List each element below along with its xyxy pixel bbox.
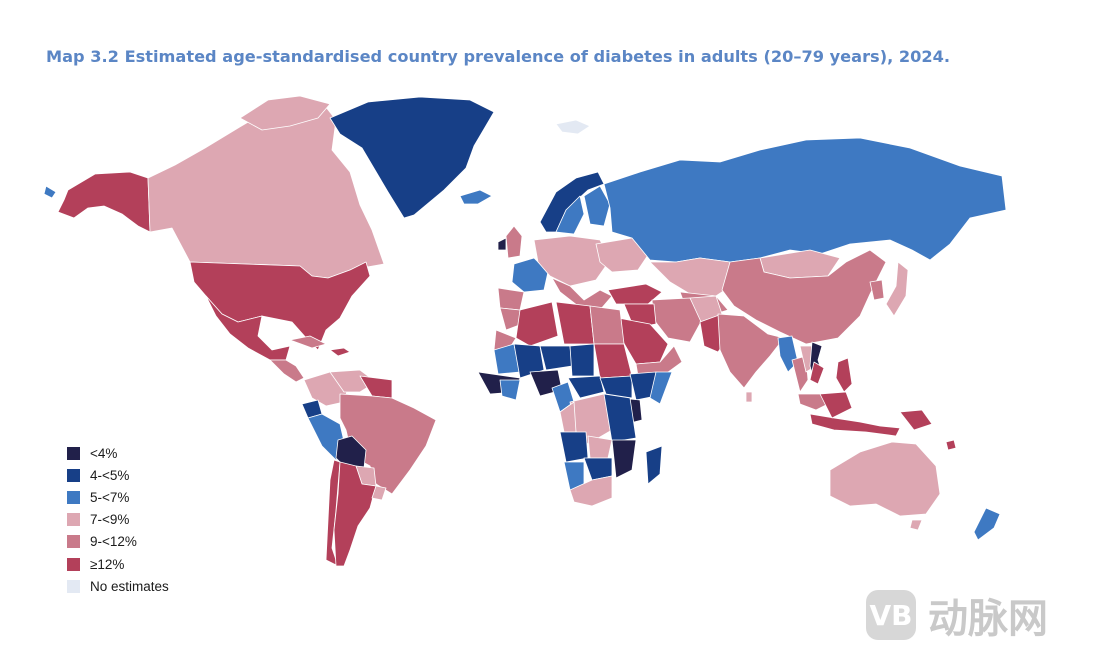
legend-item: <4%	[67, 442, 169, 464]
region-sri-lanka	[745, 391, 753, 403]
region-arctic-islands	[239, 95, 331, 131]
region-mozambique	[611, 439, 637, 479]
region-central-america	[269, 359, 305, 383]
region-spain	[497, 287, 525, 311]
map-title: Map 3.2 Estimated age-standardised count…	[46, 47, 951, 66]
region-uk	[505, 225, 523, 259]
legend-swatch	[67, 468, 80, 482]
region-australia	[829, 441, 941, 517]
map-legend: <4% 4-<5% 5-<7% 7-<9% 9-<12% ≥12% No est…	[67, 442, 169, 597]
region-caribbean	[329, 347, 351, 357]
legend-item: 4-<5%	[67, 464, 169, 486]
region-egypt	[589, 305, 625, 345]
region-car	[567, 375, 605, 399]
legend-swatch	[67, 579, 80, 593]
legend-item: No estimates	[67, 575, 169, 597]
region-ghana	[499, 379, 521, 401]
region-sweden	[555, 195, 585, 235]
region-indonesia	[809, 413, 901, 437]
legend-item: ≥12%	[67, 553, 169, 575]
region-philippines	[835, 357, 853, 393]
region-mexico	[205, 295, 291, 361]
region-algeria	[515, 301, 559, 347]
region-india	[717, 313, 785, 389]
watermark-logo: VB	[866, 590, 916, 640]
region-russia	[603, 137, 1007, 263]
region-uruguay	[371, 485, 387, 501]
region-niger	[539, 345, 573, 371]
region-korea	[869, 279, 885, 301]
region-sudan	[593, 343, 633, 379]
region-finland	[583, 185, 611, 227]
legend-item: 9-<12%	[67, 531, 169, 553]
region-new-zealand	[973, 507, 1001, 541]
region-ireland	[497, 237, 507, 251]
legend-label: <4%	[90, 445, 118, 461]
legend-swatch	[67, 490, 80, 504]
region-iceland	[459, 189, 493, 205]
legend-swatch	[67, 535, 80, 549]
legend-swatch	[67, 557, 80, 571]
region-south-africa	[569, 475, 613, 507]
legend-item: 5-<7%	[67, 486, 169, 508]
region-somalia	[649, 371, 673, 405]
region-china	[721, 249, 887, 345]
region-south-sudan	[599, 375, 633, 399]
legend-swatch	[67, 513, 80, 527]
region-vietnam-south	[809, 361, 825, 385]
legend-item: 7-<9%	[67, 509, 169, 531]
region-brazil	[339, 393, 437, 495]
region-argentina	[333, 461, 377, 567]
region-alaska	[57, 171, 151, 233]
region-angola	[559, 431, 589, 463]
legend-label: No estimates	[90, 578, 169, 594]
region-norway	[539, 171, 605, 233]
legend-swatch	[67, 446, 80, 460]
region-pacific-islands	[945, 439, 957, 451]
region-usa	[189, 261, 371, 351]
region-tanzania	[603, 393, 637, 443]
legend-label: 9-<12%	[90, 534, 137, 550]
region-borneo	[819, 391, 853, 419]
region-aleutian	[43, 185, 57, 199]
legend-label: ≥12%	[90, 556, 125, 572]
legend-label: 5-<7%	[90, 489, 130, 505]
region-japan	[885, 261, 909, 317]
legend-label: 4-<5%	[90, 467, 130, 483]
region-mali	[513, 343, 545, 379]
region-zambia	[587, 435, 613, 459]
region-tasmania	[909, 519, 923, 531]
region-png	[899, 409, 933, 431]
legend-label: 7-<9%	[90, 512, 130, 528]
region-madagascar	[645, 445, 663, 485]
region-france	[511, 257, 549, 293]
region-greenland	[329, 96, 495, 219]
region-chad	[569, 343, 595, 377]
region-cuba	[289, 335, 327, 349]
watermark-text: 动脉网	[928, 596, 1048, 642]
region-turkey	[607, 283, 663, 305]
region-libya	[555, 301, 595, 345]
watermark: VB 动脉网	[866, 586, 1048, 644]
region-svalbard	[555, 119, 591, 135]
region-central-europe	[533, 235, 611, 287]
